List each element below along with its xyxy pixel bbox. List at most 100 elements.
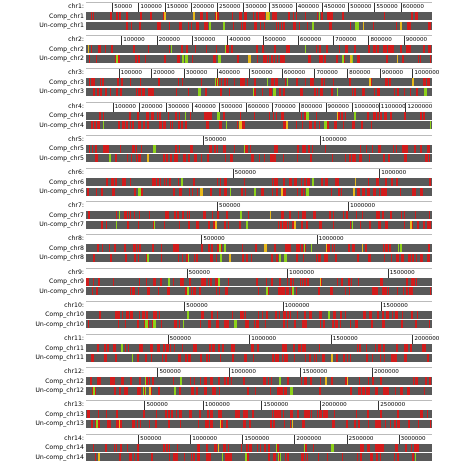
variant-mark: [420, 54, 422, 63]
variant-mark: [251, 154, 254, 163]
variant-mark: [261, 310, 263, 319]
variant-mark: [334, 253, 337, 262]
comp-track-label: Comp_chr5: [49, 145, 84, 153]
variant-mark: [224, 154, 226, 163]
variant-mark: [164, 178, 166, 186]
variant-mark: [328, 211, 330, 220]
variant-mark: [177, 54, 180, 63]
variant-mark: [95, 54, 97, 63]
variant-mark: [303, 443, 307, 452]
variant-mark: [115, 419, 118, 428]
variant-mark: [243, 21, 247, 30]
variant-mark: [132, 419, 136, 428]
variant-mark: [142, 410, 145, 419]
variant-mark: [303, 410, 307, 419]
variant-mark: [94, 453, 96, 462]
variant-mark: [324, 410, 328, 419]
variant-mark: [233, 320, 237, 329]
variant-mark: [216, 45, 218, 54]
variant-mark: [283, 121, 287, 130]
variant-mark: [301, 220, 304, 229]
variant-mark: [250, 144, 252, 153]
variant-mark: [402, 54, 405, 63]
variant-mark: [167, 277, 170, 286]
variant-mark: [109, 419, 111, 428]
variant-mark: [414, 144, 417, 153]
variant-mark: [101, 244, 103, 253]
uncomp-track-label: Un-comp_chr5: [39, 154, 84, 162]
variant-mark: [265, 310, 268, 319]
uncomp-track: [86, 353, 432, 362]
variant-mark: [223, 443, 227, 452]
variant-mark: [116, 211, 118, 220]
uncomp-track-label: Un-comp_chr10: [35, 320, 84, 328]
variant-mark: [401, 253, 405, 262]
variant-mark: [137, 386, 139, 395]
variant-mark: [345, 287, 347, 296]
variant-mark: [386, 111, 388, 120]
variant-mark: [302, 277, 304, 286]
variant-mark: [290, 277, 293, 286]
variant-mark: [242, 244, 244, 253]
variant-mark: [247, 54, 251, 63]
variant-mark: [161, 244, 163, 253]
variant-mark: [296, 287, 298, 296]
variant-mark: [277, 287, 280, 296]
variant-mark: [169, 287, 171, 296]
variant-mark: [330, 12, 333, 20]
variant-mark: [87, 187, 90, 196]
variant-mark: [219, 287, 221, 296]
variant-mark: [372, 187, 376, 196]
variant-mark: [181, 344, 183, 352]
ruler-tick-label: 1000000: [379, 169, 407, 178]
variant-mark: [184, 111, 186, 120]
variant-mark: [282, 21, 285, 30]
variant-mark: [273, 154, 277, 163]
variant-mark: [138, 121, 142, 130]
variant-mark: [258, 12, 262, 20]
variant-mark: [305, 453, 307, 462]
variant-mark: [88, 78, 90, 87]
position-ruler: 500000 1000000 1500000 2000000: [86, 367, 432, 378]
variant-mark: [125, 121, 128, 130]
variant-mark: [284, 419, 286, 428]
variant-mark: [102, 111, 104, 120]
variant-mark: [139, 78, 141, 87]
position-ruler: 500000 1000000 1500000: [86, 267, 432, 278]
variant-mark: [298, 211, 300, 220]
variant-mark: [381, 187, 385, 196]
variant-mark: [138, 154, 142, 163]
variant-mark: [221, 78, 223, 87]
variant-mark: [197, 453, 201, 462]
variant-mark: [220, 419, 224, 428]
chromosome-block: chr2: Comp_chr2 Un-comp_chr2 100000 200000 30…: [0, 35, 474, 68]
variant-mark: [384, 253, 386, 262]
variant-mark: [115, 12, 118, 20]
variant-mark: [407, 419, 410, 428]
uncomp-track-label: Un-comp_chr3: [39, 88, 84, 96]
variant-mark: [318, 253, 322, 262]
variant-mark: [345, 154, 347, 163]
variant-mark: [386, 45, 388, 54]
variant-mark: [405, 45, 408, 54]
variant-mark: [169, 121, 171, 130]
variant-mark: [377, 419, 381, 428]
variant-mark: [122, 121, 125, 130]
variant-mark: [304, 78, 306, 87]
variant-mark: [201, 78, 203, 87]
comp-track-label: Comp_chr13: [45, 410, 84, 418]
variant-mark: [273, 244, 276, 253]
variant-mark: [368, 253, 372, 262]
chromosome-label: chr4:: [68, 102, 84, 110]
variant-mark: [390, 353, 393, 362]
variant-mark: [232, 344, 235, 352]
variant-mark: [305, 12, 307, 20]
variant-mark: [383, 353, 385, 362]
variant-mark: [169, 344, 171, 352]
variant-mark: [304, 211, 307, 220]
variant-mark: [344, 310, 346, 319]
variant-mark: [92, 87, 95, 96]
variant-mark: [230, 187, 232, 196]
variant-mark: [383, 111, 385, 120]
variant-mark: [330, 353, 333, 362]
